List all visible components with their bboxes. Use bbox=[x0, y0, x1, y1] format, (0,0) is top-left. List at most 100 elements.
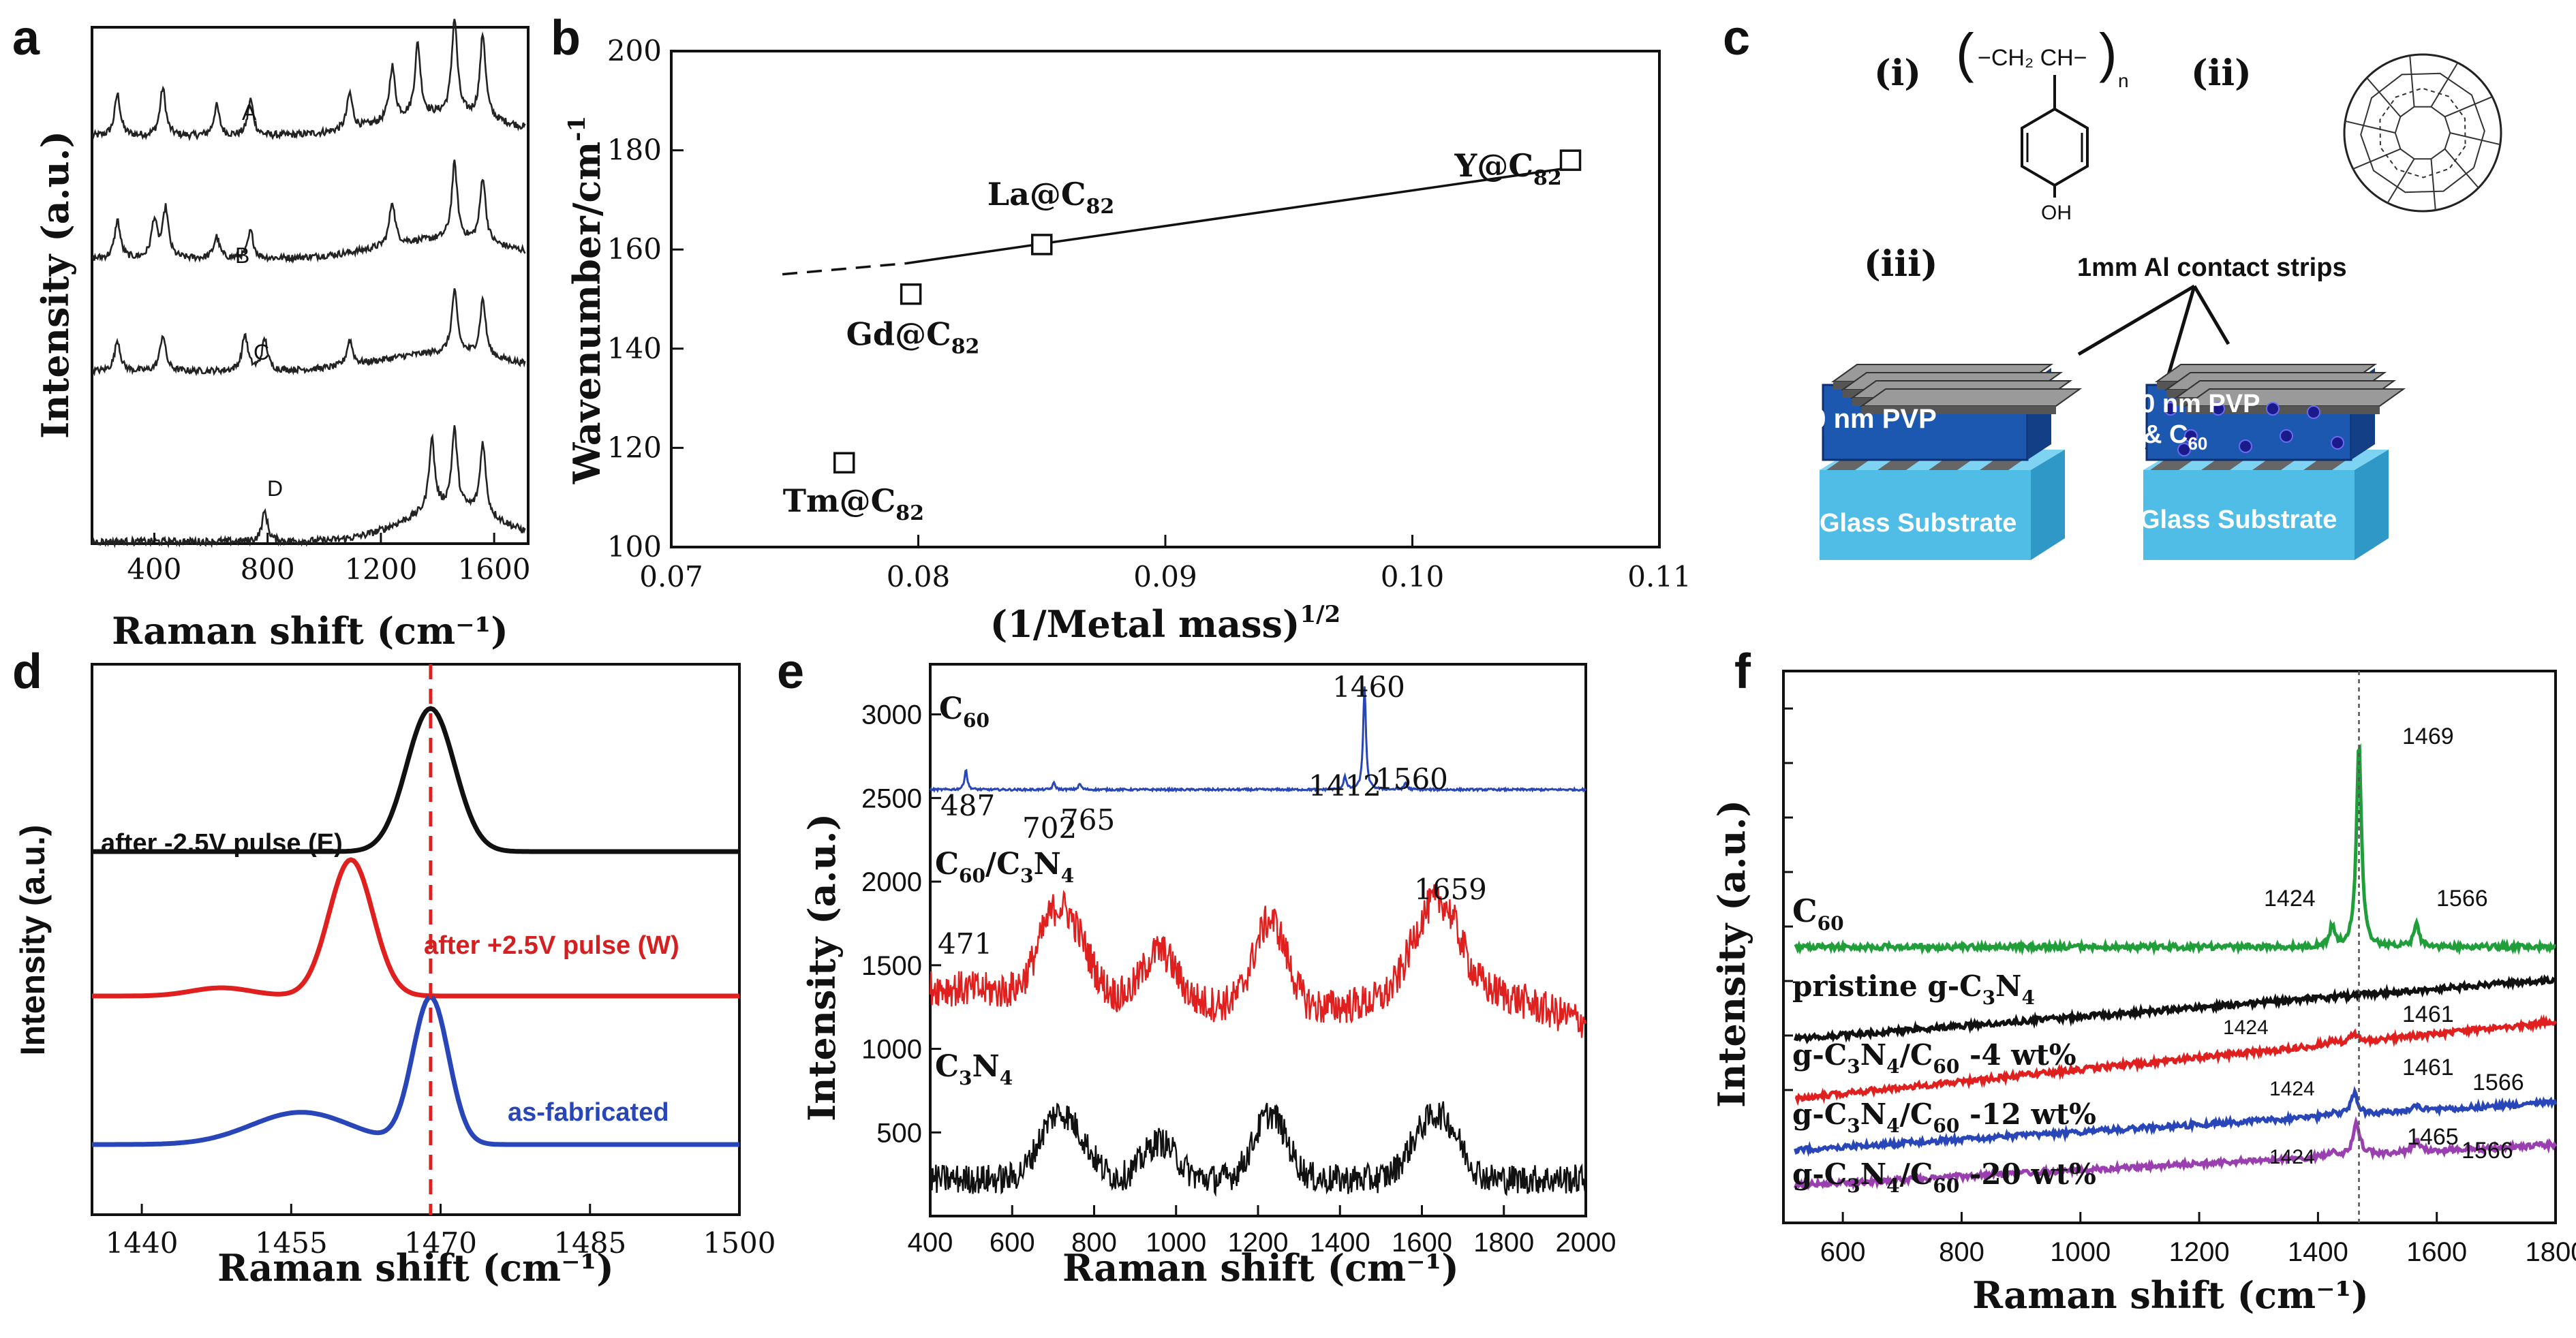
panel-f: 600 800 1000 1200 1400 1600 1800 C60 pristine … bbox=[1710, 670, 2576, 1317]
f-xlabel: Raman shift (cm⁻¹) bbox=[1972, 1273, 2369, 1317]
b-xtick-label: 0.08 bbox=[887, 560, 951, 593]
f-label-4wt: g-C3N4/C60 -4 wt% bbox=[1792, 1038, 2076, 1078]
d-xtick-label: 1455 bbox=[255, 1226, 328, 1260]
d-xtick-label: 1500 bbox=[703, 1226, 776, 1260]
c60-molecule bbox=[2331, 436, 2344, 450]
c60-molecule bbox=[2239, 439, 2252, 453]
svg-text:(: ( bbox=[1956, 22, 1974, 83]
svg-text:OH: OH bbox=[2041, 202, 2072, 224]
glass-substrate-label-left: Glass Substrate bbox=[1820, 509, 2017, 538]
e-series-c60 bbox=[929, 686, 1587, 793]
fullerene-bond bbox=[2352, 148, 2401, 170]
f-peak-1461-12wt: 1461 bbox=[2402, 1055, 2454, 1080]
a-xtick-label: 800 bbox=[241, 553, 295, 586]
f-peak-1424-4wt: 1424 bbox=[2223, 1016, 2269, 1039]
b-xtick-label: 0.10 bbox=[1381, 560, 1445, 593]
b-xtick-label: 0.09 bbox=[1133, 560, 1197, 593]
fullerene-bond bbox=[2444, 149, 2479, 189]
a-xtick-label: 1600 bbox=[458, 553, 531, 586]
bottom-contact bbox=[2303, 461, 2346, 470]
fullerene-bond bbox=[2450, 132, 2500, 146]
e-ytick-label: 2500 bbox=[861, 783, 922, 813]
a-xtick-label: 400 bbox=[127, 553, 181, 586]
a-xlabel: Raman shift (cm⁻¹) bbox=[112, 609, 508, 653]
e-label-c60: C60 bbox=[939, 691, 990, 732]
c60-molecule bbox=[2266, 402, 2280, 416]
bottom-contact bbox=[2150, 461, 2192, 470]
f-xtick-label: 1600 bbox=[2406, 1237, 2467, 1267]
panel-d: 1440 1455 1470 1485 1500 after -2.5V pulse (… bbox=[14, 663, 776, 1290]
device-pvp-c60 bbox=[2143, 364, 2406, 560]
bottom-contact bbox=[2252, 461, 2295, 470]
b-point-tm bbox=[833, 452, 855, 473]
d-label-neg-pulse: after -2.5V pulse (E) bbox=[101, 829, 343, 858]
b-point-la bbox=[1031, 234, 1053, 255]
e-peak-471: 471 bbox=[938, 927, 992, 961]
fullerene-bond bbox=[2430, 62, 2459, 108]
b-xlabel: (1/Metal mass)1/2 bbox=[990, 601, 1340, 646]
e-xtick-label: 1400 bbox=[1310, 1228, 1370, 1258]
glass-substrate-side bbox=[2355, 450, 2389, 560]
c-label-ii: (ii) bbox=[2191, 52, 2252, 94]
fullerene-bond bbox=[2366, 77, 2402, 117]
top-contact-edge bbox=[1862, 406, 2056, 414]
f-xtick-label: 1400 bbox=[2288, 1237, 2348, 1267]
glass-substrate bbox=[2143, 450, 2389, 560]
fullerene-ring bbox=[2360, 72, 2485, 193]
svg-text:): ) bbox=[2099, 22, 2117, 83]
e-series-c3n4 bbox=[929, 1101, 1587, 1198]
e-ytick-label: 500 bbox=[876, 1118, 922, 1148]
d-series-line bbox=[92, 994, 739, 1147]
f-xtick-label: 1200 bbox=[2169, 1237, 2230, 1267]
e-label-c3n4: C3N4 bbox=[935, 1049, 1013, 1089]
d-label-as-fab: as-fabricated bbox=[508, 1098, 669, 1127]
series-d-line bbox=[91, 425, 526, 549]
series-a-line bbox=[91, 18, 526, 142]
panel-c-schematic: (i) (ii) (iii) ( −CH₂ CH− ) n OH 1mm Al … bbox=[1796, 22, 2502, 560]
e-xlabel: Raman shift (cm⁻¹) bbox=[1062, 1246, 1459, 1290]
f-series-line bbox=[1794, 974, 2557, 1044]
f-xtick-label: 600 bbox=[1820, 1237, 1866, 1267]
e-xtick-label: 800 bbox=[1071, 1228, 1117, 1258]
e-ylabel: Intensity (a.u.) bbox=[800, 813, 844, 1121]
e-series-c60-c3n4 bbox=[929, 883, 1587, 1038]
fit-line-dashed bbox=[782, 262, 906, 276]
series-label-a: A bbox=[242, 100, 257, 125]
series-label-b: B bbox=[235, 243, 249, 268]
series-b-line bbox=[91, 159, 526, 264]
panel-c-letter: c bbox=[1723, 11, 1750, 65]
e-ytick-label: 2000 bbox=[861, 867, 922, 897]
b-ytick-label: 140 bbox=[607, 332, 662, 365]
f-ylabel: Intensity (a.u.) bbox=[1710, 800, 1753, 1108]
f-series-line bbox=[1794, 1116, 2558, 1191]
f-peak-1469: 1469 bbox=[2402, 724, 2454, 749]
c-label-iii: (iii) bbox=[1864, 243, 1937, 285]
f-peak-1465-20wt: 1465 bbox=[2407, 1124, 2459, 1150]
glass-substrate-label-right: Glass Substrate bbox=[2140, 505, 2337, 534]
e-peak-765: 765 bbox=[1060, 803, 1115, 837]
panel-b-letter: b bbox=[551, 11, 581, 65]
panel-a-letter: a bbox=[12, 11, 40, 65]
fullerene-bond bbox=[2387, 158, 2415, 204]
a-xtick-label: 1200 bbox=[344, 553, 417, 586]
b-ytick-label: 100 bbox=[607, 530, 662, 563]
f-peak-1566: 1566 bbox=[2436, 886, 2488, 912]
series-label-d: D bbox=[267, 476, 283, 501]
d-xtick-label: 1485 bbox=[553, 1226, 626, 1260]
top-contact-edge bbox=[2186, 406, 2380, 414]
b-point-label: Tm@C82 bbox=[783, 482, 924, 525]
b-point-label: Gd@C82 bbox=[846, 316, 980, 359]
c60-molecule bbox=[2307, 405, 2320, 419]
e-peak-1659: 1659 bbox=[1414, 873, 1487, 906]
f-series-line bbox=[1794, 1014, 2558, 1106]
fullerene-bond bbox=[2430, 159, 2436, 211]
pvp-c60-layer-label-2: & C60 bbox=[2143, 420, 2207, 454]
glass-substrate-side bbox=[2031, 450, 2065, 560]
b-ytick-label: 160 bbox=[607, 232, 662, 266]
f-label-12wt: g-C3N4/C60 -12 wt% bbox=[1792, 1098, 2096, 1137]
svg-text:−CH₂ CH−: −CH₂ CH− bbox=[1978, 45, 2087, 71]
e-xtick-label: 600 bbox=[990, 1228, 1035, 1258]
b-point-y bbox=[1559, 149, 1582, 171]
b-xtick-label: 0.11 bbox=[1627, 560, 1691, 593]
e-xtick-label: 1200 bbox=[1228, 1228, 1289, 1258]
